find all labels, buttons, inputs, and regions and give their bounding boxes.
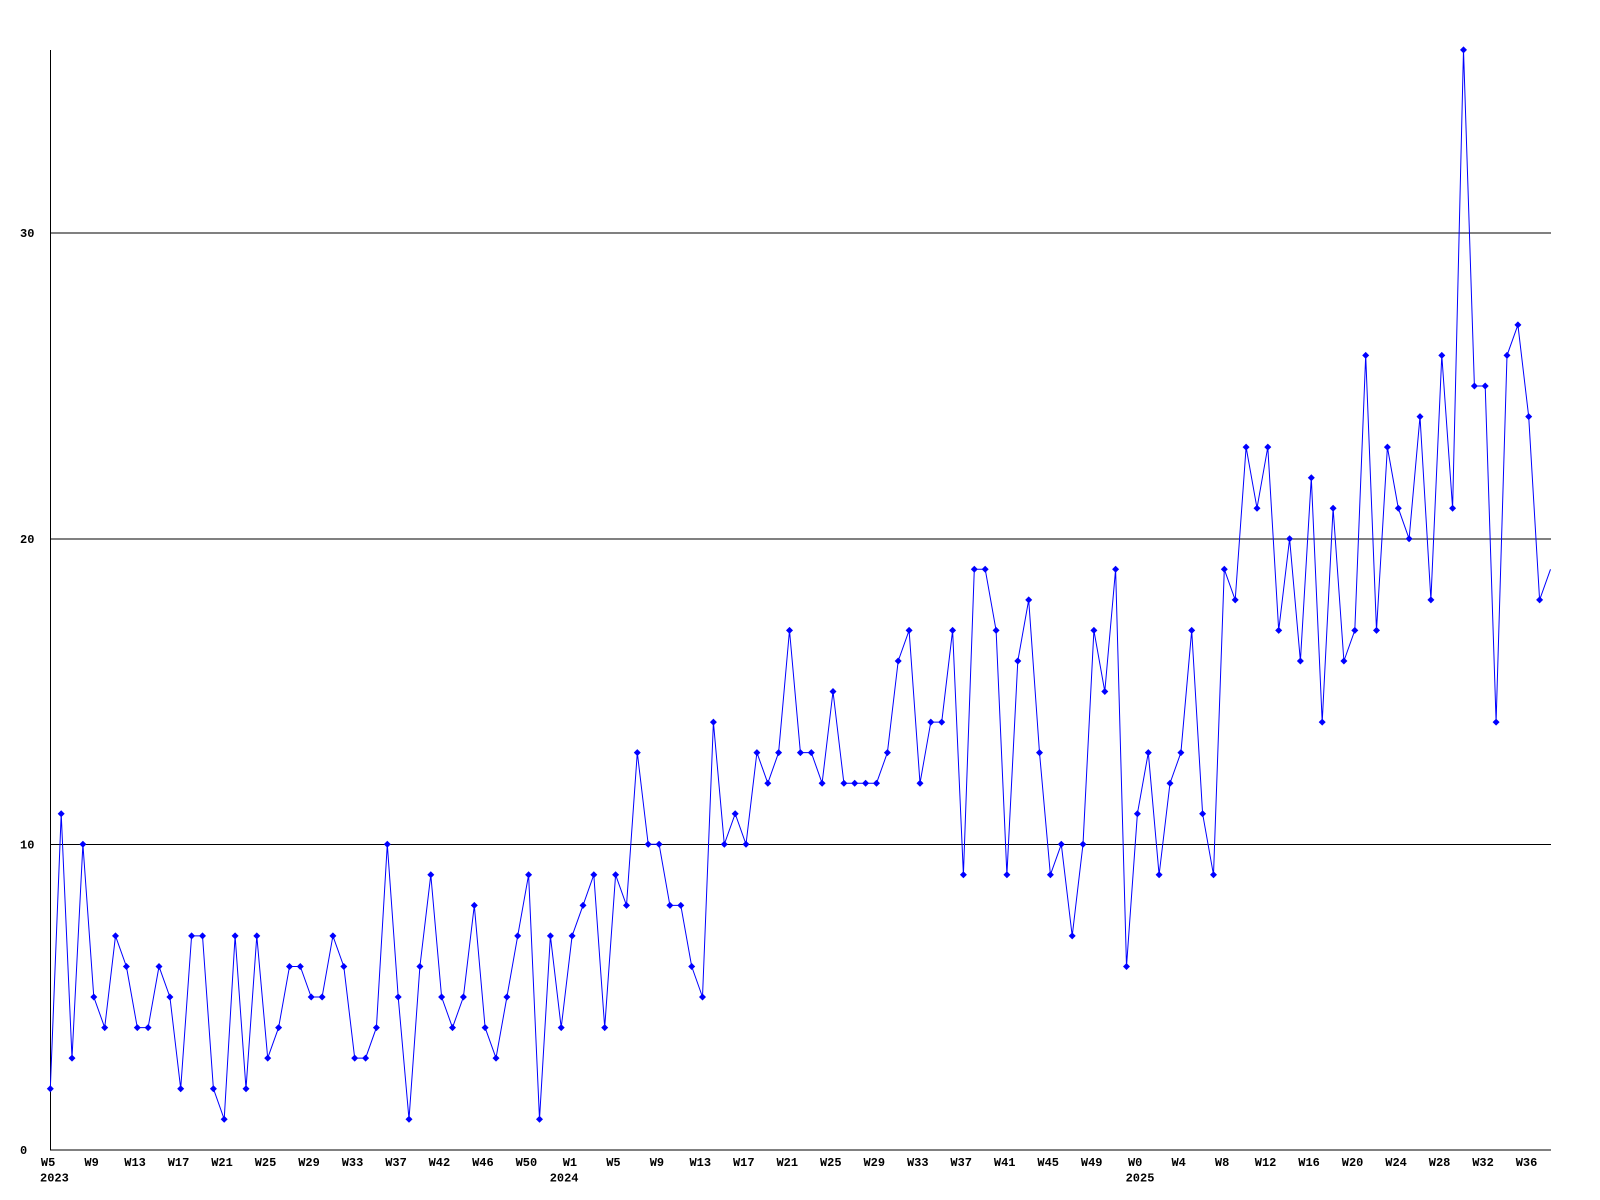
svg-text:W49: W49 [1081, 1156, 1103, 1170]
svg-text:W13: W13 [689, 1156, 711, 1170]
svg-text:W32: W32 [1472, 1156, 1494, 1170]
svg-text:W9: W9 [84, 1156, 98, 1170]
svg-text:W37: W37 [385, 1156, 407, 1170]
svg-text:W17: W17 [733, 1156, 755, 1170]
svg-text:10: 10 [20, 838, 34, 852]
svg-text:2024: 2024 [550, 1171, 579, 1185]
svg-text:30: 30 [20, 227, 34, 241]
svg-text:20: 20 [20, 533, 34, 547]
svg-text:W33: W33 [342, 1156, 364, 1170]
svg-text:W21: W21 [776, 1156, 798, 1170]
svg-text:W16: W16 [1298, 1156, 1320, 1170]
svg-text:2023: 2023 [40, 1171, 69, 1185]
svg-text:W20: W20 [1342, 1156, 1364, 1170]
svg-text:W24: W24 [1385, 1156, 1407, 1170]
svg-text:W9: W9 [650, 1156, 664, 1170]
svg-text:W0: W0 [1128, 1156, 1142, 1170]
svg-text:W12: W12 [1255, 1156, 1277, 1170]
svg-text:0: 0 [20, 1144, 27, 1158]
svg-text:W33: W33 [907, 1156, 929, 1170]
svg-text:W1: W1 [563, 1156, 577, 1170]
svg-text:W25: W25 [820, 1156, 842, 1170]
svg-text:W5: W5 [41, 1156, 55, 1170]
svg-text:W50: W50 [516, 1156, 538, 1170]
svg-text:W5: W5 [606, 1156, 620, 1170]
svg-text:W17: W17 [168, 1156, 190, 1170]
svg-text:W8: W8 [1215, 1156, 1229, 1170]
svg-text:2025: 2025 [1126, 1171, 1155, 1185]
svg-text:W4: W4 [1171, 1156, 1185, 1170]
svg-text:W28: W28 [1429, 1156, 1451, 1170]
svg-text:W29: W29 [298, 1156, 320, 1170]
svg-text:W21: W21 [211, 1156, 233, 1170]
svg-text:W25: W25 [255, 1156, 277, 1170]
svg-text:W46: W46 [472, 1156, 494, 1170]
svg-text:W13: W13 [124, 1156, 146, 1170]
svg-text:W45: W45 [1037, 1156, 1059, 1170]
svg-text:W36: W36 [1516, 1156, 1538, 1170]
svg-text:W41: W41 [994, 1156, 1016, 1170]
svg-text:W37: W37 [950, 1156, 972, 1170]
svg-text:W29: W29 [863, 1156, 885, 1170]
svg-text:W42: W42 [429, 1156, 451, 1170]
